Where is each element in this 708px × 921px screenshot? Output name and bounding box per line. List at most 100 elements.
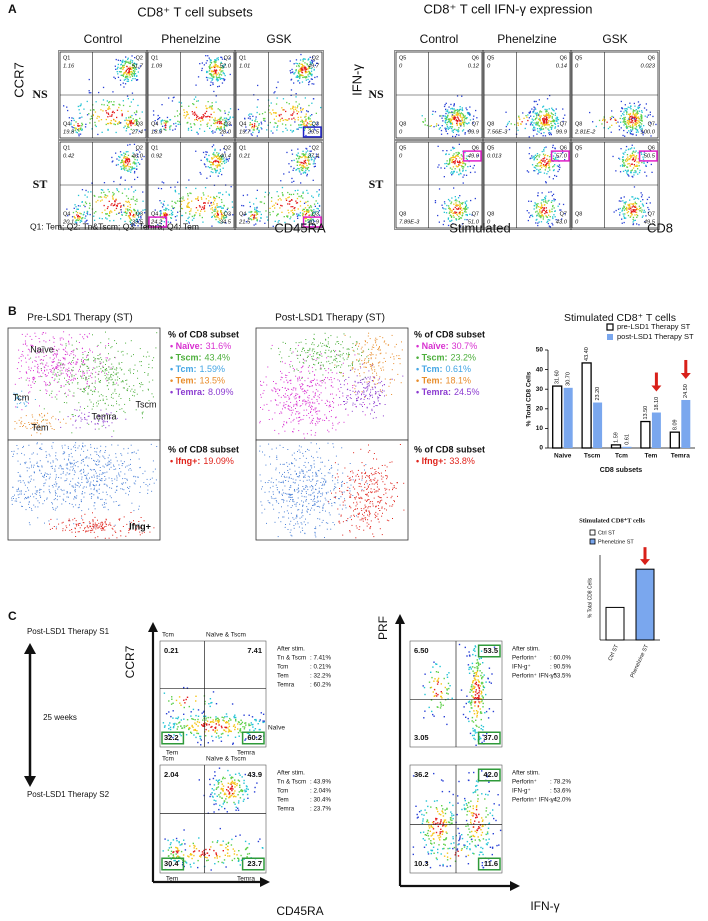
dot (524, 127, 526, 130)
dot (107, 509, 109, 511)
dot (622, 113, 624, 115)
highlight-box (302, 126, 322, 138)
dot (535, 155, 538, 157)
dot (286, 215, 288, 217)
dot (213, 90, 215, 93)
dot (262, 117, 265, 120)
dot (99, 361, 101, 363)
dot (120, 218, 122, 220)
dot (133, 73, 136, 75)
dot (216, 211, 218, 214)
dot (78, 415, 80, 417)
dot (546, 173, 548, 175)
dot (645, 164, 647, 166)
dot (76, 219, 78, 221)
dot (122, 104, 125, 107)
dot (293, 73, 295, 75)
dot (623, 117, 625, 119)
dot (49, 382, 51, 384)
dot (316, 62, 319, 64)
dot (536, 214, 538, 216)
dot (115, 205, 118, 207)
dot (243, 214, 245, 216)
dot (81, 476, 83, 478)
dot (464, 121, 466, 123)
dot (151, 490, 153, 492)
dot (637, 208, 639, 211)
dot (225, 159, 227, 161)
dot (298, 69, 300, 71)
dot (32, 344, 34, 346)
dot (96, 491, 98, 493)
dot (68, 370, 70, 371)
dot (49, 369, 51, 370)
dot (279, 197, 281, 200)
dot (282, 109, 284, 111)
dot (640, 151, 642, 153)
dot (299, 215, 301, 217)
dot (290, 165, 292, 168)
dot (635, 208, 637, 211)
dot (123, 204, 125, 206)
dot (635, 158, 637, 160)
dot (128, 188, 130, 190)
dot (69, 473, 71, 475)
dot (28, 368, 30, 370)
dot (216, 126, 219, 128)
dot (304, 171, 307, 173)
dot (292, 105, 294, 107)
dot (135, 212, 137, 215)
dot (115, 164, 118, 166)
dot (449, 112, 451, 114)
dot (125, 380, 127, 381)
dot (215, 215, 218, 217)
dot (123, 66, 125, 68)
dot (434, 200, 437, 202)
dot (193, 123, 195, 125)
quadrant-name: Q8 (575, 121, 582, 127)
dot (80, 417, 82, 419)
dot (625, 217, 627, 219)
dot (619, 214, 621, 216)
dot (204, 187, 207, 189)
dot (111, 394, 112, 396)
dot (223, 204, 225, 207)
dot (78, 117, 80, 119)
dot (540, 171, 542, 173)
quadrant-value: 0 (487, 64, 491, 70)
dot (636, 161, 638, 163)
dot (77, 129, 79, 131)
dot (126, 389, 128, 391)
dot (630, 170, 632, 172)
dot (450, 216, 453, 218)
dot (206, 60, 208, 62)
dot (437, 166, 439, 168)
dot (618, 157, 620, 159)
dot (314, 129, 316, 131)
dot (75, 121, 77, 123)
dot (302, 121, 304, 123)
dot (528, 136, 530, 138)
dot (73, 207, 75, 209)
dot (127, 208, 129, 210)
dot (455, 211, 458, 214)
dot (254, 207, 256, 209)
dot (301, 153, 303, 155)
dot (629, 118, 631, 121)
dot (623, 216, 626, 219)
dot (636, 111, 638, 113)
dot (116, 403, 118, 405)
dot (205, 153, 207, 156)
dot (287, 197, 289, 199)
dot (552, 224, 554, 226)
dot (556, 118, 558, 120)
dot (520, 123, 522, 125)
dot (254, 123, 256, 125)
dot (107, 122, 109, 125)
dot (157, 118, 159, 121)
dot (127, 144, 129, 146)
dot (17, 396, 18, 398)
dot (194, 124, 196, 126)
dot (455, 119, 457, 121)
dot (214, 72, 216, 74)
